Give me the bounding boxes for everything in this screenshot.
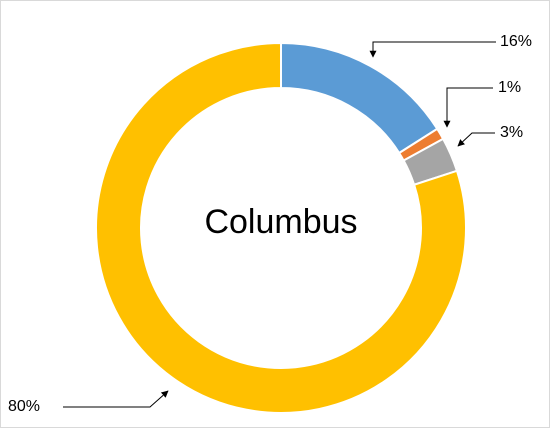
data-label: 3% <box>500 124 523 141</box>
leader-line <box>63 390 169 408</box>
center-label: Columbus <box>204 203 357 241</box>
data-label: 80% <box>8 398 40 415</box>
data-label: 16% <box>500 33 532 50</box>
data-label: 1% <box>498 79 521 96</box>
leader-line <box>457 132 495 147</box>
leader-line <box>369 41 496 58</box>
leader-line <box>443 87 493 128</box>
donut-segment <box>95 41 467 414</box>
